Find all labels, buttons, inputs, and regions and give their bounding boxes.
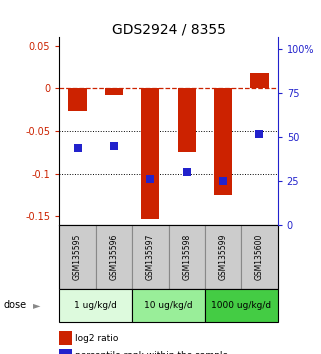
Text: log2 ratio: log2 ratio <box>75 333 119 343</box>
Bar <box>105 88 123 95</box>
Text: 1000 ug/kg/d: 1000 ug/kg/d <box>211 301 271 310</box>
Bar <box>68 88 87 110</box>
Bar <box>241 225 278 289</box>
Bar <box>205 289 278 322</box>
Text: GSM135598: GSM135598 <box>182 234 191 280</box>
Bar <box>96 225 132 289</box>
Point <box>75 145 80 150</box>
Text: 10 ug/kg/d: 10 ug/kg/d <box>144 301 193 310</box>
Text: GSM135599: GSM135599 <box>219 233 228 280</box>
Text: GSM135600: GSM135600 <box>255 233 264 280</box>
Text: 1 ug/kg/d: 1 ug/kg/d <box>74 301 117 310</box>
Bar <box>141 88 160 219</box>
Title: GDS2924 / 8355: GDS2924 / 8355 <box>112 22 225 36</box>
Bar <box>59 225 96 289</box>
Point <box>257 131 262 136</box>
Bar <box>132 225 169 289</box>
Bar <box>205 225 241 289</box>
Bar <box>169 225 205 289</box>
Point <box>221 178 226 184</box>
Text: GSM135597: GSM135597 <box>146 233 155 280</box>
Bar <box>132 289 205 322</box>
Bar <box>178 88 196 152</box>
Text: GSM135596: GSM135596 <box>109 233 118 280</box>
Point <box>184 169 189 175</box>
Text: GSM135595: GSM135595 <box>73 233 82 280</box>
Text: dose: dose <box>3 300 26 310</box>
Text: ►: ► <box>33 300 41 310</box>
Bar <box>214 88 232 195</box>
Point <box>111 143 117 149</box>
Bar <box>250 73 269 88</box>
Point <box>148 176 153 182</box>
Bar <box>59 289 132 322</box>
Text: percentile rank within the sample: percentile rank within the sample <box>75 351 229 354</box>
